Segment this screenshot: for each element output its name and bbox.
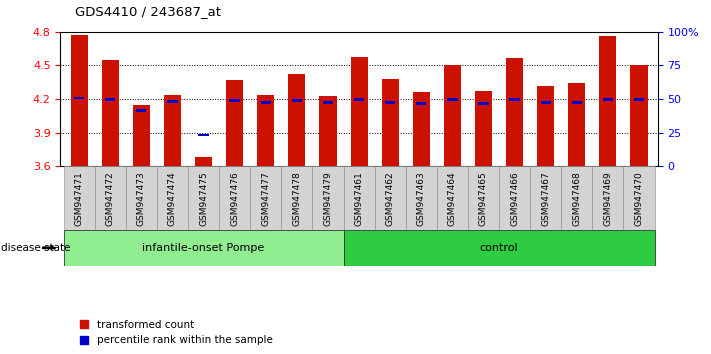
Bar [167,100,178,103]
Bar [261,101,271,104]
Bar [603,98,613,101]
Bar [102,60,119,166]
Bar [323,101,333,104]
Bar [624,166,655,230]
Bar [351,57,368,166]
Bar [157,166,188,230]
Bar [164,95,181,166]
Bar [634,98,644,101]
Bar [230,99,240,102]
Bar [475,91,492,166]
Text: GSM947476: GSM947476 [230,171,239,226]
Bar [572,101,582,104]
Bar [288,74,306,166]
Bar [74,97,84,99]
Bar [437,166,468,230]
Bar [537,86,555,166]
Text: GSM947479: GSM947479 [324,171,333,226]
Text: GSM947468: GSM947468 [572,171,582,226]
Bar [592,166,624,230]
Bar [63,230,343,266]
Bar [540,101,551,104]
Bar [382,79,399,166]
Bar [561,166,592,230]
Bar [198,133,208,137]
Bar [343,230,655,266]
Bar [354,98,364,101]
Text: GSM947465: GSM947465 [479,171,488,226]
Bar [479,102,488,105]
Text: GSM947475: GSM947475 [199,171,208,226]
Legend: transformed count, percentile rank within the sample: transformed count, percentile rank withi… [80,320,272,345]
Text: GSM947477: GSM947477 [261,171,270,226]
Bar [95,166,126,230]
Bar [282,166,312,230]
Text: infantile-onset Pompe: infantile-onset Pompe [142,243,264,253]
Text: GDS4410 / 243687_at: GDS4410 / 243687_at [75,5,220,18]
Text: GSM947462: GSM947462 [385,171,395,226]
Bar [406,166,437,230]
Text: GSM947463: GSM947463 [417,171,426,226]
Text: GSM947461: GSM947461 [355,171,363,226]
Text: GSM947470: GSM947470 [634,171,643,226]
Text: GSM947464: GSM947464 [448,171,457,226]
Bar [506,58,523,166]
Bar [70,35,87,166]
Bar [105,98,115,101]
Bar [343,166,375,230]
Text: GSM947472: GSM947472 [106,171,114,226]
Bar [137,109,146,112]
Bar [631,65,648,166]
Bar [126,166,157,230]
Bar [510,98,520,101]
Text: control: control [480,243,518,253]
Bar [195,158,212,166]
Bar [568,84,585,166]
Text: GSM947478: GSM947478 [292,171,301,226]
Text: GSM947473: GSM947473 [137,171,146,226]
Text: disease state: disease state [1,243,71,253]
Bar [375,166,406,230]
Text: GSM947471: GSM947471 [75,171,84,226]
Bar [416,102,427,105]
Text: GSM947466: GSM947466 [510,171,519,226]
Bar [468,166,499,230]
Text: GSM947474: GSM947474 [168,171,177,226]
Bar [444,65,461,166]
Bar [257,95,274,166]
Bar [250,166,282,230]
Text: GSM947469: GSM947469 [604,171,612,226]
Bar [188,166,219,230]
Text: GSM947467: GSM947467 [541,171,550,226]
Bar [530,166,561,230]
Bar [499,166,530,230]
Bar [292,99,302,102]
Bar [385,101,395,104]
Bar [447,98,457,101]
Bar [133,105,150,166]
Bar [63,166,95,230]
Bar [599,36,616,166]
Bar [312,166,343,230]
Bar [319,96,336,166]
Bar [412,92,430,166]
Bar [226,80,243,166]
Bar [219,166,250,230]
